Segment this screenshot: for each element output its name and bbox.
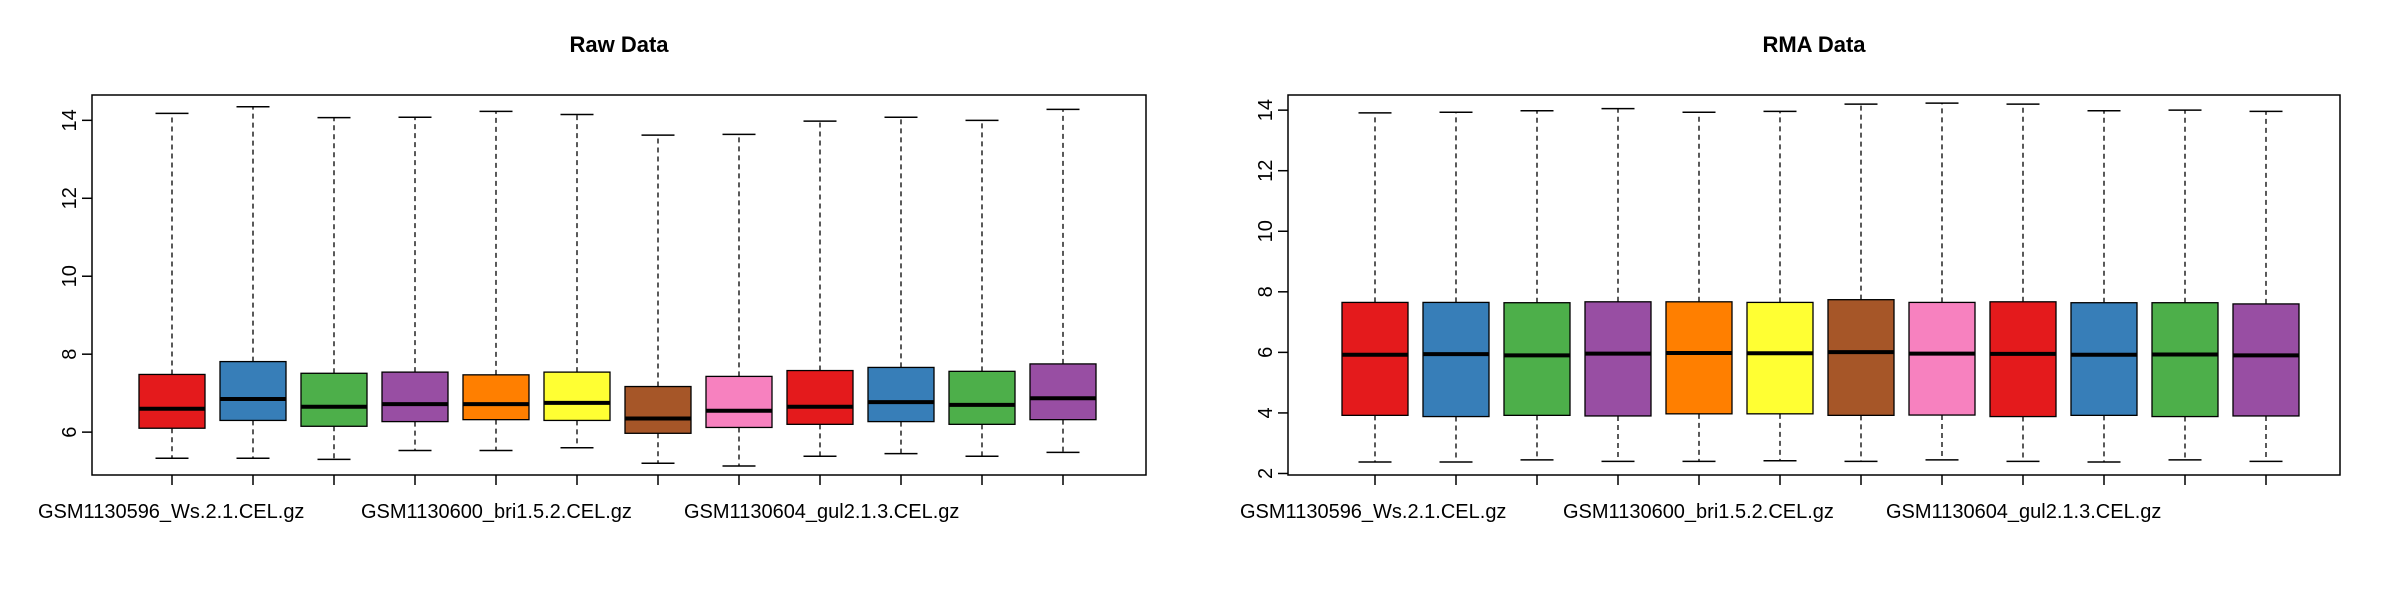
box-2 — [1422, 111, 1490, 485]
y-tick-label: 4 — [1255, 407, 1277, 418]
box-body — [1989, 301, 2057, 418]
y-tick-label: 6 — [1255, 347, 1277, 358]
x-category-label: GSM1130604_gul2.1.3.CEL.gz — [684, 501, 959, 523]
y-tick-label: 10 — [1255, 220, 1277, 242]
box-body — [381, 371, 449, 423]
box-5 — [1665, 111, 1733, 485]
box-body — [1422, 301, 1490, 418]
box-4 — [1584, 107, 1652, 485]
plot-frame — [1287, 94, 2341, 476]
chart-title: RMA Data — [1762, 32, 1866, 57]
box-10 — [867, 116, 935, 485]
box-10 — [2070, 109, 2138, 485]
box-body — [2151, 302, 2219, 418]
box-body — [948, 370, 1016, 425]
box-5 — [462, 110, 530, 485]
box-3 — [1503, 109, 1571, 485]
box-body — [867, 366, 935, 423]
chart-title: Raw Data — [569, 32, 669, 57]
box-body — [138, 373, 206, 429]
box-body — [1908, 301, 1976, 416]
y-tick-label: 12 — [59, 187, 81, 209]
box-2 — [219, 105, 287, 485]
box-body — [705, 375, 773, 429]
box-1 — [1341, 112, 1409, 485]
box-body — [219, 360, 287, 422]
plot-frame — [91, 94, 1147, 476]
y-tick-label: 6 — [59, 427, 81, 438]
box-1 — [138, 112, 206, 485]
box-body — [300, 372, 368, 427]
box-11 — [2151, 109, 2219, 485]
box-3 — [300, 116, 368, 485]
box-7 — [1827, 103, 1895, 485]
box-body — [2070, 302, 2138, 417]
box-8 — [1908, 102, 1976, 485]
box-body — [1827, 299, 1895, 417]
box-12 — [1029, 108, 1097, 485]
y-tick-label: 14 — [1255, 99, 1277, 121]
y-tick-label: 12 — [1255, 160, 1277, 182]
y-tick-label: 14 — [59, 109, 81, 131]
y-tick-label: 10 — [59, 265, 81, 287]
box-6 — [1746, 110, 1814, 485]
box-8 — [705, 133, 773, 485]
box-11 — [948, 119, 1016, 485]
rma-data-panel: RMA Data 2 4 6 8 10 12 14 GSM1130596_Ws.2.1.CEL.… — [1240, 32, 2341, 523]
box-body — [462, 374, 530, 421]
box-body — [1503, 302, 1571, 417]
raw-data-panel: Raw Data 6 8 10 12 14 GSM1130596_Ws.2.1.CEL.gz… — [38, 32, 1147, 523]
box-body — [1584, 301, 1652, 417]
box-body — [1341, 301, 1409, 417]
x-category-label: GSM1130596_Ws.2.1.CEL.gz — [1240, 501, 1506, 523]
box-4 — [381, 116, 449, 485]
box-body — [2232, 303, 2300, 417]
box-12 — [2232, 110, 2300, 485]
box-body — [786, 369, 854, 425]
box-body — [1029, 363, 1097, 421]
box-9 — [1989, 103, 2057, 485]
box-7 — [624, 134, 692, 485]
box-body — [1746, 301, 1814, 415]
box-body — [624, 385, 692, 434]
x-category-label: GSM1130596_Ws.2.1.CEL.gz — [38, 501, 304, 523]
x-category-label: GSM1130600_bri1.5.2.CEL.gz — [361, 501, 632, 523]
box-body — [543, 371, 611, 422]
y-tick-label: 8 — [1255, 286, 1277, 297]
x-category-label: GSM1130604_gul2.1.3.CEL.gz — [1886, 501, 2161, 523]
y-tick-label: 2 — [1255, 468, 1277, 479]
box-body — [1665, 301, 1733, 415]
y-tick-label: 8 — [59, 349, 81, 360]
x-category-label: GSM1130600_bri1.5.2.CEL.gz — [1563, 501, 1834, 523]
box-6 — [543, 113, 611, 485]
box-9 — [786, 120, 854, 485]
